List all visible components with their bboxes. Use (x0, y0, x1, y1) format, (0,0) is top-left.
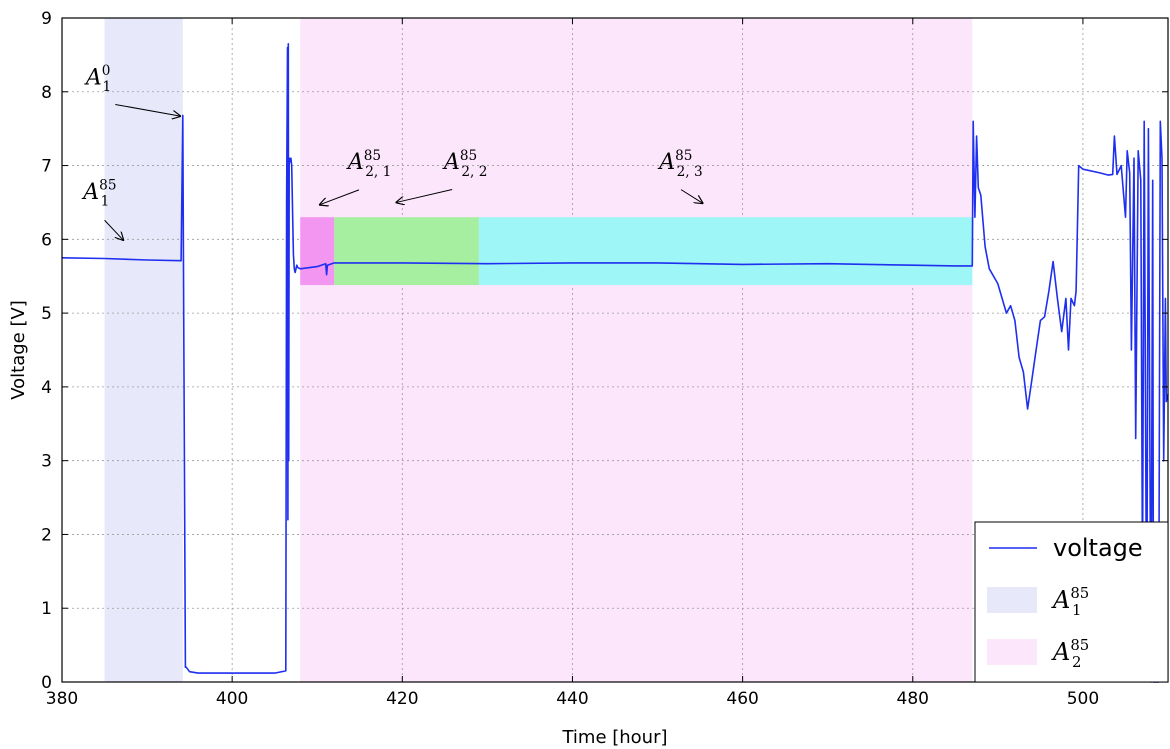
y-tick-label: 7 (41, 157, 52, 177)
plot-frame (61, 17, 1169, 683)
highlight-span (300, 18, 973, 682)
annotation-arrow (396, 189, 453, 203)
annotation-label: A85 2, 1 (346, 148, 391, 180)
highlight-span (104, 18, 183, 682)
y-tick-label: 1 (41, 599, 52, 619)
y-tick-label: 9 (41, 9, 52, 29)
annotation-label: A85 2, 2 (442, 148, 487, 180)
annotation-arrow (320, 189, 360, 205)
annotation-arrow (115, 103, 180, 116)
segment-box (300, 217, 335, 286)
y-tick-label: 8 (41, 83, 52, 103)
x-tick-label: 440 (556, 689, 588, 709)
box-layer (300, 217, 973, 286)
legend-label: A85 2 (1051, 636, 1089, 671)
y-tick-label: 3 (41, 452, 52, 472)
x-tick-label: 500 (1067, 689, 1099, 709)
y-axis-title: Voltage [V] (8, 300, 29, 400)
annotation-arrow (104, 219, 124, 240)
x-tick-label: 460 (726, 689, 758, 709)
y-tick-label: 2 (41, 525, 52, 545)
series-line-voltage (61, 43, 1169, 683)
annotation-layer: A0 1 A85 1 A85 2, 1 A85 2, 2 A85 2, 3 (81, 63, 702, 240)
x-axis-title: Time [hour] (561, 727, 667, 748)
tick-layer: 380 400 420 440 460 480 500 0 1 2 3 4 5 6 7 8 9 (41, 9, 1168, 709)
annotation-label: A85 2, 3 (657, 148, 702, 180)
x-tick-label: 480 (897, 689, 929, 709)
series-layer (61, 43, 1169, 683)
legend-label: voltage (1053, 534, 1143, 562)
span-layer (104, 18, 973, 682)
legend-patch-swatch (987, 639, 1037, 665)
y-tick-label: 6 (41, 230, 52, 250)
annotation-label: A85 1 (81, 178, 116, 210)
legend-patch-swatch (987, 587, 1037, 613)
segment-box (478, 217, 973, 286)
y-tick-label: 4 (41, 378, 52, 398)
annotation-label: A0 1 (84, 63, 111, 95)
annotation-arrow (680, 189, 703, 204)
y-tick-label: 0 (41, 673, 52, 693)
y-tick-label: 5 (41, 304, 52, 324)
x-tick-label: 420 (386, 689, 418, 709)
x-tick-label: 380 (46, 689, 78, 709)
legend: voltage A85 1 A85 2 (974, 521, 1169, 683)
x-tick-label: 400 (216, 689, 248, 709)
legend-label: A85 1 (1051, 584, 1089, 619)
segment-box (334, 217, 479, 286)
